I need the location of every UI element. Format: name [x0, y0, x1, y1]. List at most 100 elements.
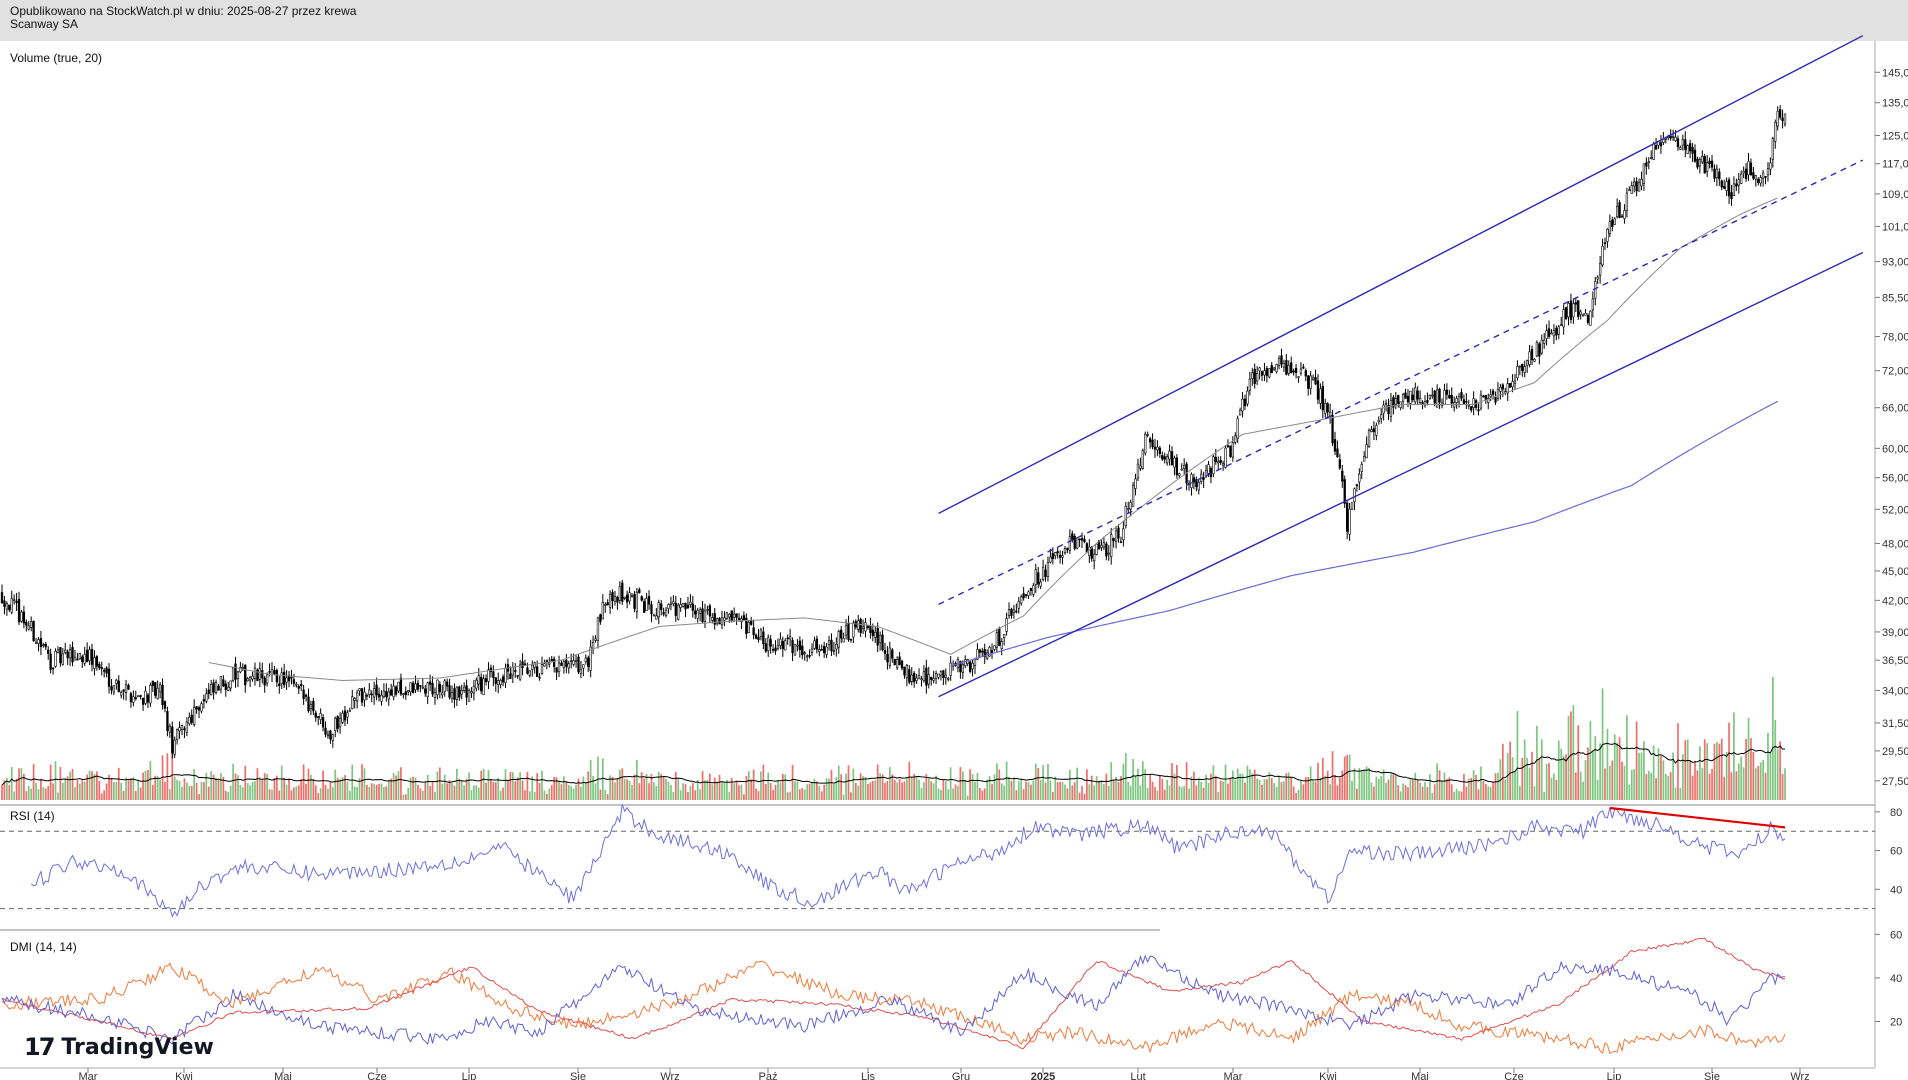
dmi-panel	[1, 937, 1786, 1055]
volume-bar	[1419, 782, 1421, 800]
candle-body	[1136, 463, 1140, 479]
volume-bar	[1137, 768, 1139, 800]
volume-bar	[1059, 781, 1061, 800]
volume-bar	[689, 785, 692, 800]
volume-bar	[1076, 767, 1079, 800]
volume-bar	[88, 770, 91, 800]
candle-body	[445, 681, 449, 687]
volume-bar	[1711, 768, 1713, 800]
volume-bar	[794, 781, 796, 800]
volume-bar	[1674, 787, 1677, 800]
volume-bar	[1599, 743, 1601, 800]
volume-bar	[650, 774, 653, 800]
candle-body	[920, 678, 923, 680]
candle-body	[411, 682, 415, 693]
volume-bar	[1429, 774, 1431, 800]
candle-body	[1224, 447, 1227, 468]
volume-bar	[1390, 773, 1392, 800]
candle-body	[1523, 366, 1526, 373]
candle-body	[314, 712, 317, 718]
volume-bar	[1501, 743, 1504, 800]
volume-bar	[616, 778, 619, 800]
candle-body	[1718, 171, 1721, 180]
volume-bar	[881, 774, 884, 800]
volume-bar	[699, 789, 701, 800]
volume-bar	[1779, 741, 1781, 800]
volume-bar	[1725, 751, 1728, 800]
volume-bar	[864, 776, 867, 800]
candle-body	[1676, 138, 1680, 148]
volume-bar	[1511, 757, 1514, 800]
candle-body	[1122, 528, 1125, 541]
volume-bar	[504, 769, 507, 800]
volume-bar	[37, 789, 40, 800]
candle-body	[978, 649, 982, 653]
volume-bar	[1416, 779, 1419, 800]
candle-body	[805, 655, 809, 658]
volume-bar	[1008, 776, 1010, 800]
candle-body	[1197, 482, 1200, 491]
volume-bar	[480, 770, 483, 800]
volume-bar	[1584, 760, 1587, 800]
time-tick-label: Lut	[1130, 1071, 1145, 1080]
candle-body	[163, 701, 167, 709]
candle-body	[1564, 307, 1568, 319]
volume-bar	[448, 780, 451, 800]
volume-bar	[966, 795, 969, 800]
candle-body	[1346, 502, 1349, 532]
volume-bar	[322, 770, 324, 800]
candle-body	[183, 728, 186, 731]
candle-body	[625, 594, 629, 603]
candle-body	[1375, 425, 1378, 436]
volume-bar	[791, 764, 794, 800]
volume-bar	[952, 788, 954, 800]
volume-bar	[409, 777, 412, 800]
dmi-study-label: DMI (14, 14)	[10, 940, 77, 954]
volume-bar	[533, 791, 536, 800]
volume-bar	[998, 769, 1001, 800]
volume-bar	[1487, 786, 1490, 800]
candle-body	[1231, 442, 1234, 458]
volume-bar	[567, 784, 570, 800]
candle-body	[1299, 368, 1303, 374]
price-tick-label: 85,50	[1882, 292, 1908, 304]
volume-bar	[526, 771, 529, 800]
volume-bar	[572, 788, 575, 800]
volume-bar	[825, 778, 828, 800]
volume-bar	[256, 768, 259, 800]
volume-bar	[451, 782, 453, 800]
volume-bar	[1229, 777, 1232, 800]
volume-bar	[1531, 751, 1533, 800]
volume-bar	[1480, 766, 1482, 800]
volume-bar	[110, 779, 113, 800]
volume-bar	[8, 785, 11, 800]
candle-body	[166, 711, 169, 731]
volume-bar	[139, 787, 142, 800]
volume-bar	[837, 765, 840, 800]
volume-bar	[1506, 753, 1509, 800]
volume-bar	[412, 776, 414, 800]
volume-bar	[631, 785, 633, 800]
volume-bar	[98, 780, 101, 800]
volume-bar	[1278, 776, 1280, 800]
candle-body	[207, 689, 210, 694]
candle-body	[1701, 156, 1704, 163]
candle-body	[453, 688, 456, 700]
volume-bar	[781, 773, 784, 800]
candle-body	[823, 645, 826, 654]
candle-body	[910, 674, 913, 682]
volume-bar	[183, 778, 186, 800]
candle-body	[297, 685, 300, 689]
candle-body	[1642, 163, 1646, 184]
volume-bar	[1013, 777, 1015, 800]
candle-body	[1421, 402, 1424, 404]
candle-body	[1496, 389, 1500, 399]
volume-bar	[509, 772, 512, 800]
volume-bar	[696, 779, 699, 800]
volume-bar	[205, 772, 208, 800]
candle-body	[253, 667, 257, 679]
volume-bar	[1321, 758, 1324, 800]
candle-body	[788, 636, 792, 640]
volume-bar	[1740, 756, 1743, 800]
